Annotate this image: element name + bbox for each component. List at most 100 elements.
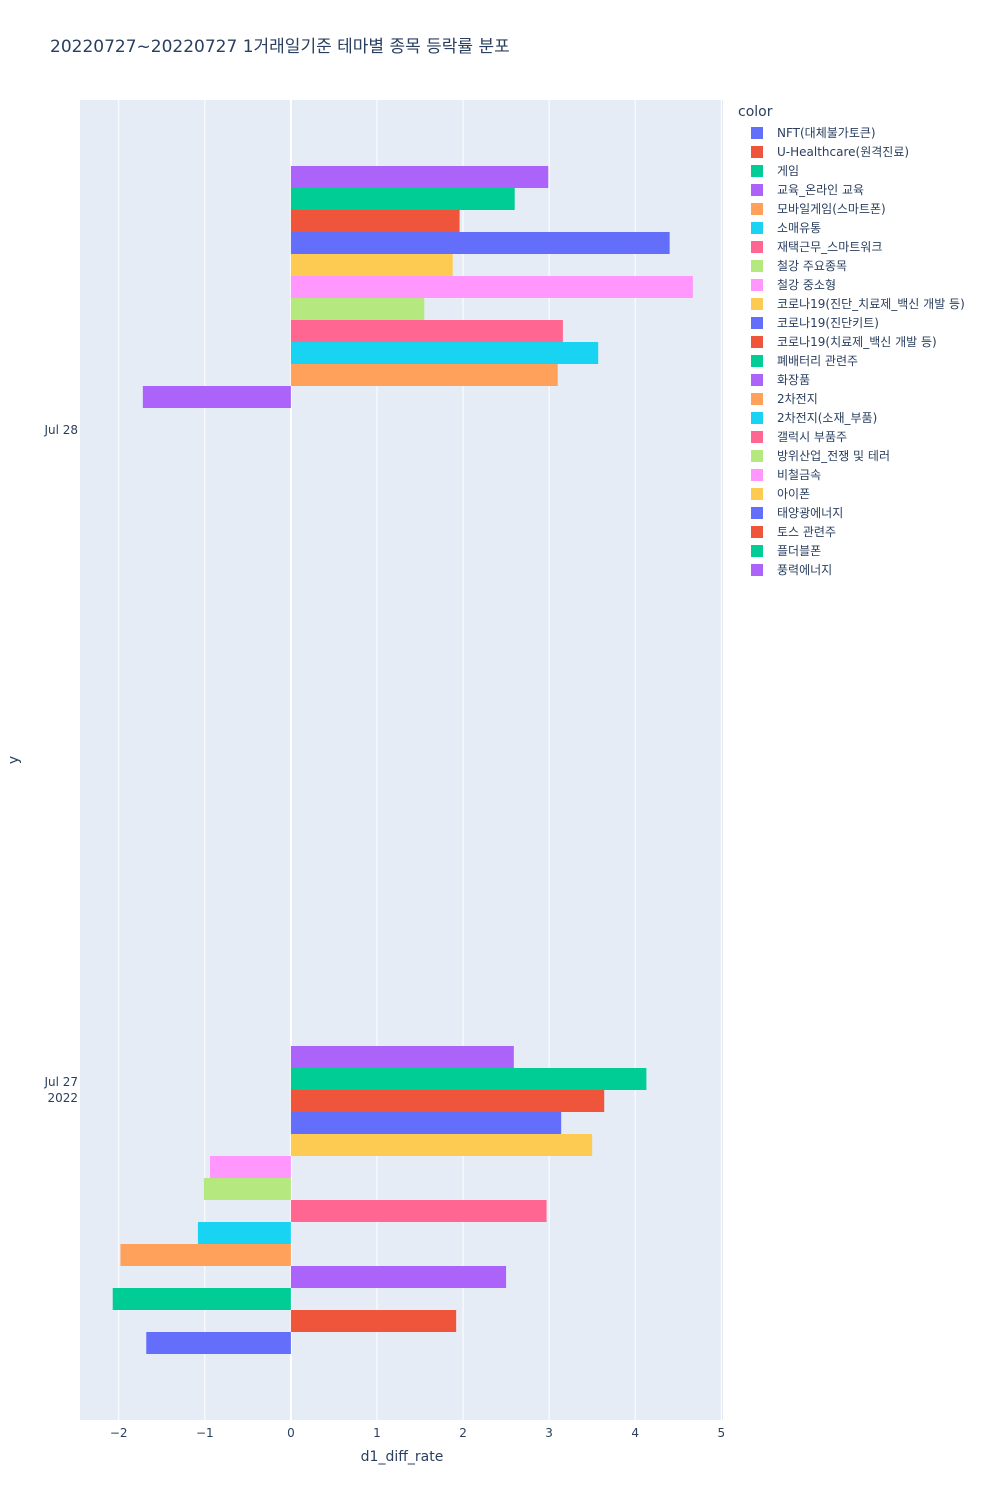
bar (112, 1288, 291, 1310)
legend-item[interactable]: NFT(대체불가토큰) (738, 123, 965, 142)
legend-item[interactable]: 교육_온라인 교육 (738, 180, 965, 199)
y-axis-ticks: Jul 28 Jul 27 2022 (43, 423, 78, 1105)
y-tick-label: Jul 28 (43, 423, 78, 437)
legend-swatch (751, 278, 763, 291)
legend-item[interactable]: 태양광에너지 (738, 503, 965, 522)
legend-swatch (751, 525, 763, 538)
bar (290, 276, 693, 298)
legend-item[interactable]: 화장품 (738, 370, 965, 389)
y-tick-label: Jul 27 (43, 1075, 78, 1089)
legend-swatch (751, 411, 763, 424)
legend-swatch (751, 145, 763, 158)
legend-label: 방위산업_전쟁 및 테러 (777, 449, 890, 463)
legend-swatch (751, 506, 763, 519)
bar (290, 254, 453, 276)
legend-label: 모바일게임(스마트폰) (777, 202, 886, 216)
legend-label: 플더블폰 (777, 544, 822, 558)
x-tick-label: −2 (110, 1426, 128, 1440)
legend-item[interactable]: U-Healthcare(원격진료) (738, 142, 965, 161)
bar (290, 364, 558, 386)
legend-swatch (751, 183, 763, 196)
legend-swatch (751, 202, 763, 215)
legend-item[interactable]: 2차전지(소재_부품) (738, 408, 965, 427)
bar (290, 188, 515, 210)
legend-label: NFT(대체불가토큰) (777, 126, 876, 140)
legend-item[interactable]: 코로나19(진단_치료제_백신 개발 등) (738, 294, 965, 313)
legend-swatch (751, 392, 763, 405)
legend-item[interactable]: 철강 중소형 (738, 275, 965, 294)
x-tick-label: 5 (717, 1426, 725, 1440)
legend-swatch (751, 373, 763, 386)
x-tick-label: 3 (545, 1426, 553, 1440)
legend-label: 화장품 (777, 373, 811, 387)
bar (290, 232, 670, 254)
chart-title: 20220727~20220727 1거래일기준 테마별 종목 등락률 분포 (50, 37, 510, 57)
legend-label: 2차전지 (777, 392, 818, 406)
legend-item[interactable]: 재택근무_스마트워크 (738, 237, 965, 256)
legend-item[interactable]: 2차전지 (738, 389, 965, 408)
legend-swatch (751, 126, 763, 139)
x-tick-label: 0 (287, 1426, 295, 1440)
legend-label: 토스 관련주 (777, 525, 837, 539)
bar (290, 298, 425, 320)
bar (290, 1310, 457, 1332)
legend-swatch (751, 259, 763, 272)
bar (197, 1222, 291, 1244)
legend-swatch (751, 487, 763, 500)
bar (290, 1112, 562, 1134)
legend-item[interactable]: 비철금속 (738, 465, 965, 484)
legend-item[interactable]: 게임 (738, 161, 965, 180)
bar (203, 1178, 291, 1200)
bar (290, 1134, 593, 1156)
legend-swatch (751, 563, 763, 576)
bar (290, 1068, 647, 1090)
legend-label: 폐배터리 관련주 (777, 354, 859, 368)
bar (290, 320, 563, 342)
legend-item[interactable]: 방위산업_전쟁 및 테러 (738, 446, 965, 465)
bar (290, 210, 460, 232)
bar (290, 1266, 507, 1288)
legend-item[interactable]: 갤럭시 부품주 (738, 427, 965, 446)
legend-item[interactable]: 철강 주요종목 (738, 256, 965, 275)
y-tick-label: 2022 (47, 1091, 78, 1105)
legend-label: 철강 중소형 (777, 278, 837, 292)
legend-swatch (751, 297, 763, 310)
legend-title: color (738, 104, 773, 120)
bar (142, 386, 291, 408)
x-tick-label: 1 (373, 1426, 381, 1440)
bar (290, 1090, 605, 1112)
legend-label: 비철금속 (777, 468, 822, 482)
legend-label: U-Healthcare(원격진료) (777, 145, 910, 159)
legend-swatch (751, 240, 763, 253)
legend-label: 코로나19(진단_치료제_백신 개발 등) (777, 297, 965, 311)
legend-item[interactable]: 플더블폰 (738, 541, 965, 560)
legend-label: 태양광에너지 (777, 506, 844, 520)
legend-label: 교육_온라인 교육 (777, 183, 865, 197)
legend-item[interactable]: 코로나19(진단키트) (738, 313, 965, 332)
bar (290, 166, 549, 188)
legend-swatch (751, 164, 763, 177)
legend-item[interactable]: 소매유통 (738, 218, 965, 237)
bar (290, 342, 599, 364)
legend-item[interactable]: 코로나19(치료제_백신 개발 등) (738, 332, 965, 351)
legend-item[interactable]: 아이폰 (738, 484, 965, 503)
bar (120, 1244, 291, 1266)
legend-swatch (751, 544, 763, 557)
legend-label: 재택근무_스마트워크 (777, 240, 883, 254)
legend-item[interactable]: 풍력에너지 (738, 560, 965, 579)
legend-label: 갤럭시 부품주 (777, 430, 848, 444)
legend-label: 게임 (777, 164, 800, 178)
legend-item[interactable]: 폐배터리 관련주 (738, 351, 965, 370)
bars (112, 166, 693, 1354)
legend-label: 코로나19(치료제_백신 개발 등) (777, 335, 937, 349)
legend-label: 아이폰 (777, 487, 811, 501)
legend-item[interactable]: 모바일게임(스마트폰) (738, 199, 965, 218)
legend-item[interactable]: 토스 관련주 (738, 522, 965, 541)
legend-label: 철강 주요종목 (777, 259, 848, 273)
x-tick-label: 2 (459, 1426, 467, 1440)
legend-swatch (751, 449, 763, 462)
legend-swatch (751, 430, 763, 443)
legend-swatch (751, 221, 763, 234)
x-tick-label: −1 (196, 1426, 214, 1440)
